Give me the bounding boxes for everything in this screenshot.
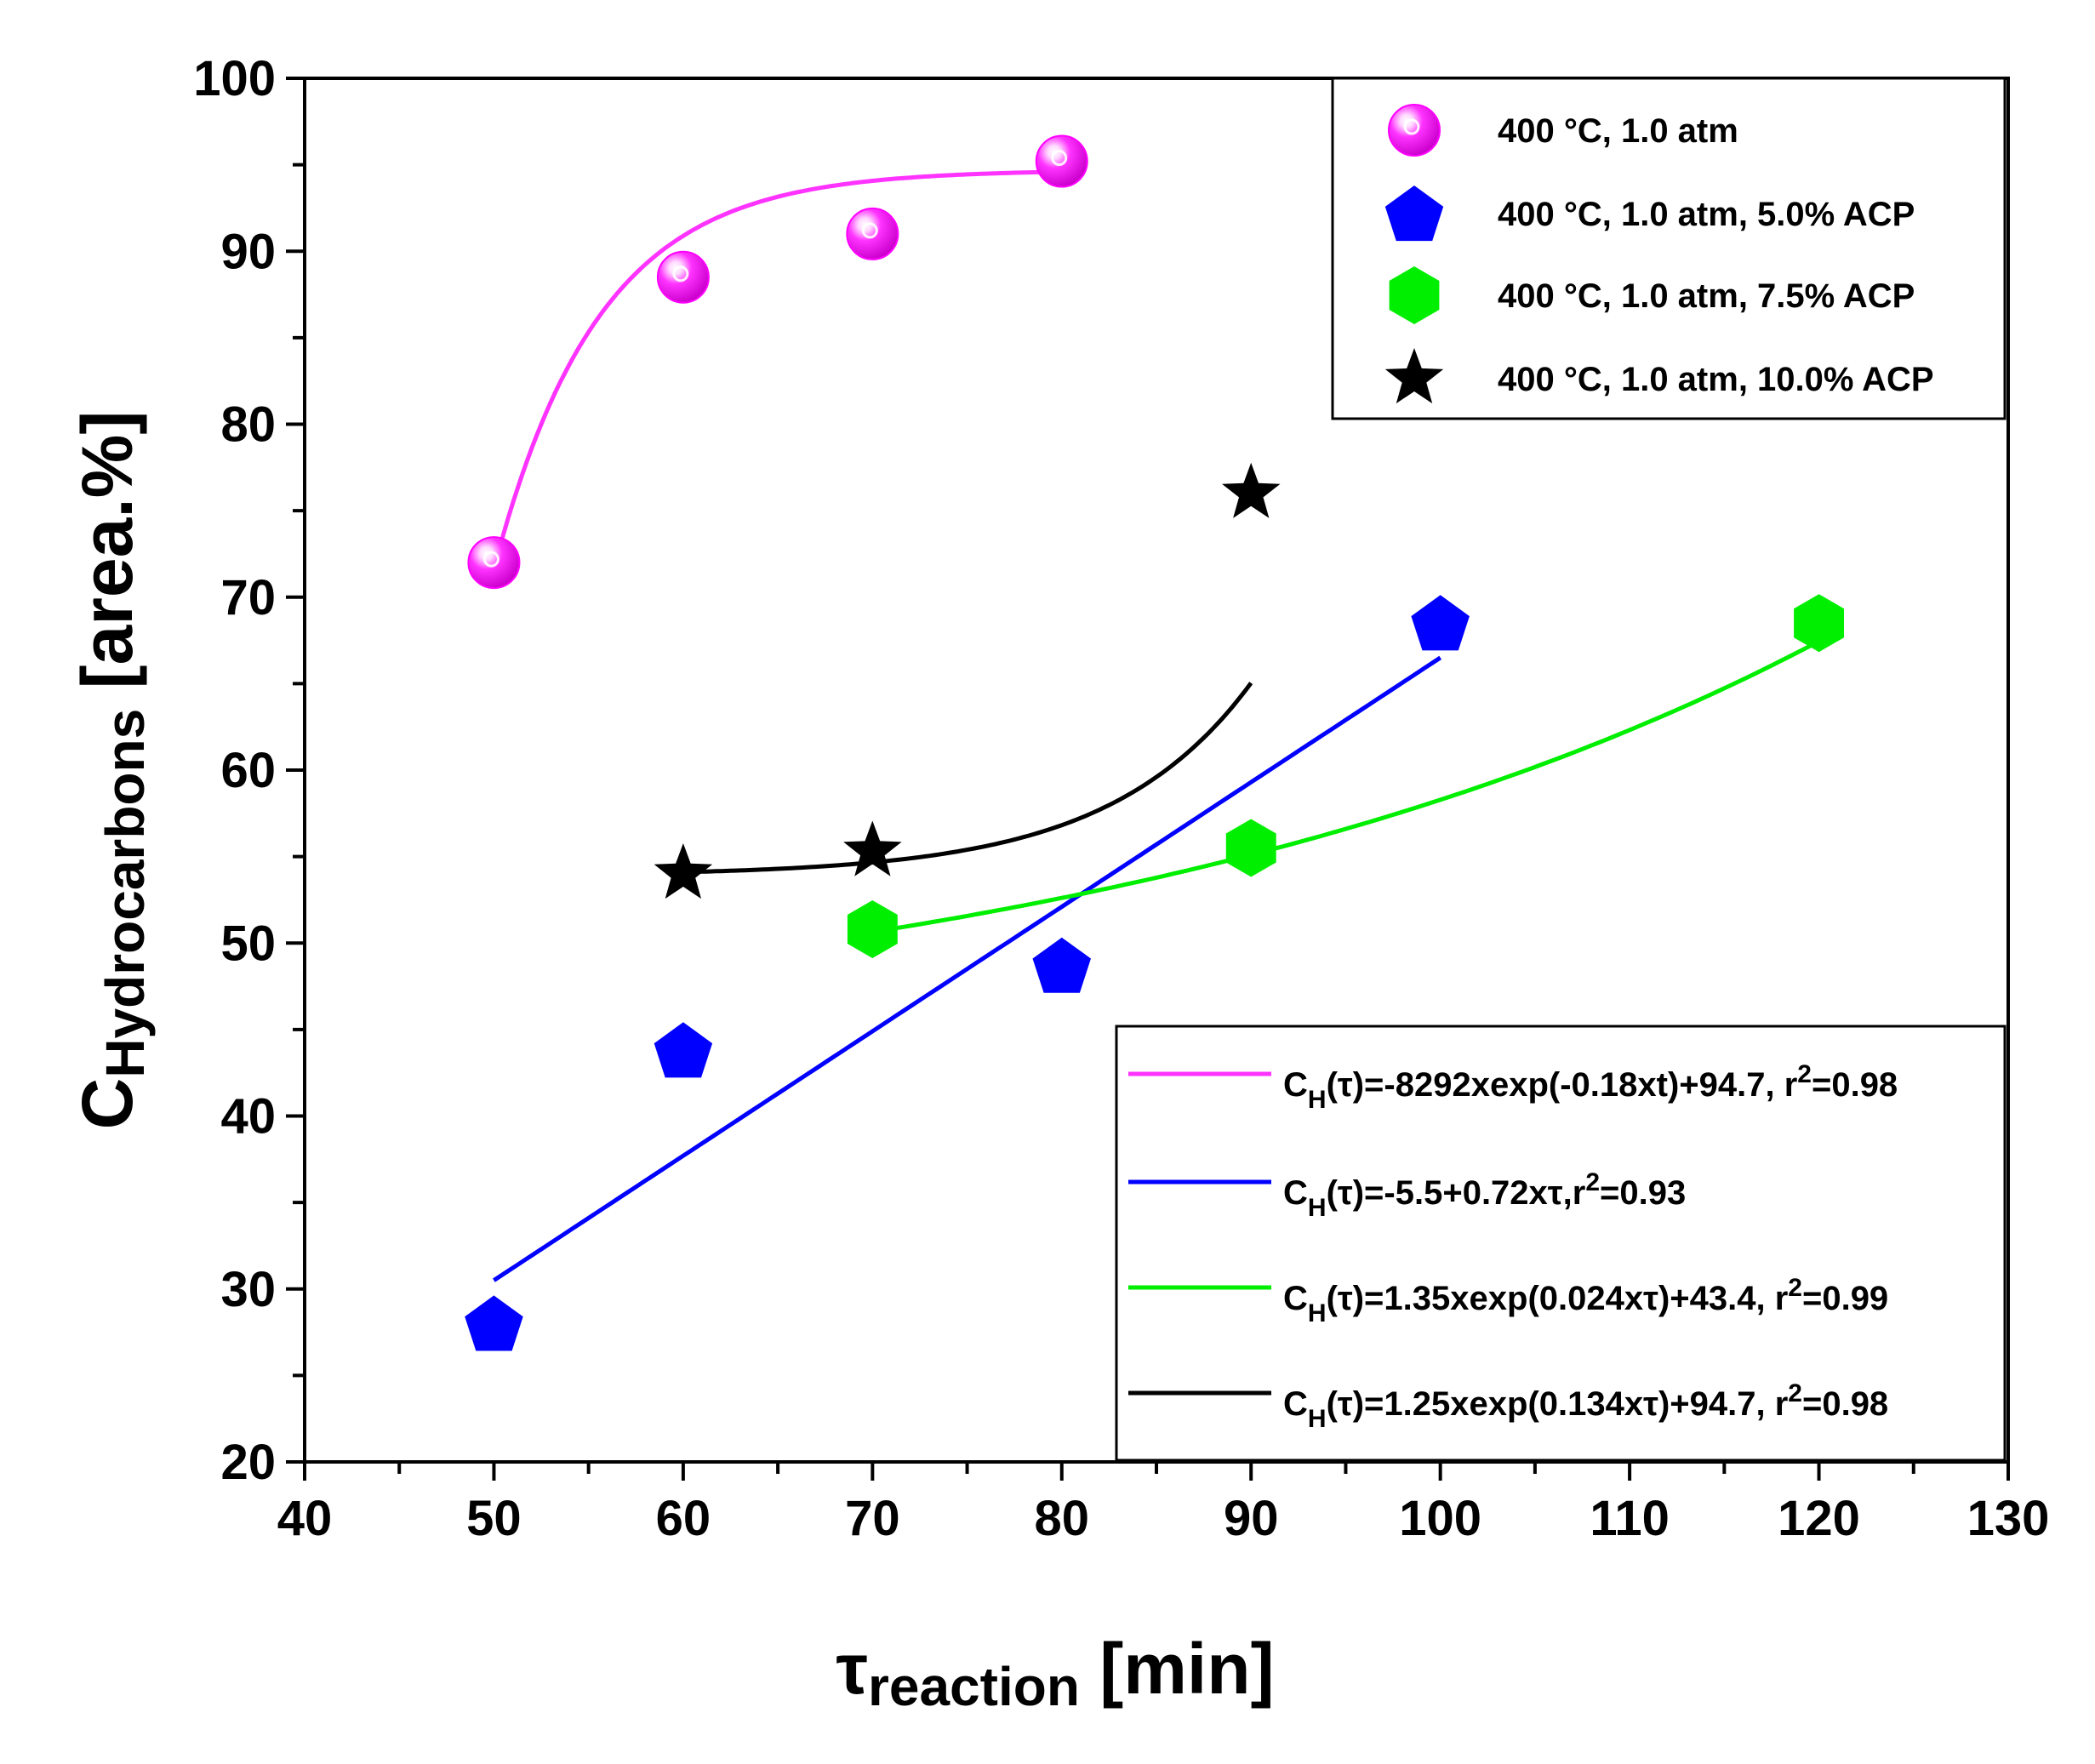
y-tick-label: 80 bbox=[220, 397, 276, 453]
y-tick-label: 40 bbox=[220, 1089, 276, 1145]
x-tick-label: 40 bbox=[277, 1491, 333, 1546]
legend-label: 400 °C, 1.0 atm, 5.0% ACP bbox=[1498, 196, 1915, 233]
equation-items: CH(τ)=-8292xexp(-0.18xt)+94.7, r2=0.98 CH… bbox=[1128, 1060, 1898, 1433]
legend-equations: CH(τ)=-8292xexp(-0.18xt)+94.7, r2=0.98 CH… bbox=[1115, 1025, 2007, 1462]
data-point-series-1 bbox=[1035, 134, 1088, 188]
y-axis-title: CHydrocarbons [area.%] bbox=[67, 411, 156, 1130]
equation-label: CH(τ)=-8292xexp(-0.18xt)+94.7, r2=0.98 bbox=[1283, 1060, 1898, 1114]
data-point-series-2 bbox=[1032, 937, 1091, 993]
equation-label: CH(τ)=-5.5+0.72xτ,r2=0.93 bbox=[1283, 1168, 1686, 1222]
fit-curve-series-4 bbox=[682, 682, 1253, 875]
y-tick-label: 60 bbox=[220, 743, 276, 798]
x-tick-label: 110 bbox=[1590, 1491, 1670, 1546]
x-tick-label: 130 bbox=[1967, 1491, 2050, 1546]
legend-markers: 400 °C, 1.0 atm 400 °C, 1.0 atm, 5.0% ACP… bbox=[1331, 77, 2007, 420]
legend-label: 400 °C, 1.0 atm, 7.5% ACP bbox=[1498, 277, 1915, 315]
y-tick-label: 90 bbox=[220, 224, 276, 279]
y-axis-unit: [area.%] bbox=[67, 411, 147, 709]
y-tick-label: 100 bbox=[193, 51, 276, 106]
fit-curve-series-2 bbox=[493, 655, 1442, 1282]
x-tick-label: 100 bbox=[1399, 1491, 1481, 1546]
x-axis-title: τreaction [min] bbox=[836, 1629, 1274, 1717]
legend-marker-1 bbox=[1388, 104, 1441, 157]
x-tick-label: 50 bbox=[466, 1491, 522, 1546]
equation-label: CH(τ)=1.25xexp(0.134xτ)+94.7, r2=0.98 bbox=[1283, 1379, 1888, 1433]
legend-marker-2 bbox=[1384, 186, 1444, 242]
x-tick-label: 90 bbox=[1224, 1491, 1279, 1546]
x-tick-label: 60 bbox=[656, 1491, 711, 1546]
data-point-series-4 bbox=[843, 820, 902, 876]
x-tick-label: 70 bbox=[845, 1491, 900, 1546]
legend-marker-3 bbox=[1389, 266, 1440, 324]
data-point-series-4 bbox=[654, 843, 713, 899]
data-point-series-1 bbox=[846, 207, 899, 260]
x-axis-symbol: τ bbox=[836, 1629, 868, 1709]
fit-curves bbox=[491, 169, 1820, 1282]
data-points bbox=[465, 134, 1844, 1351]
data-point-series-3 bbox=[1225, 819, 1276, 877]
x-axis-unit: [min] bbox=[1080, 1629, 1275, 1709]
y-tick-labels: 20 30 40 50 60 70 80 90 100 bbox=[193, 51, 276, 1490]
data-point-series-3 bbox=[847, 900, 898, 958]
y-tick-label: 30 bbox=[220, 1262, 276, 1317]
legend-marker-4 bbox=[1384, 348, 1444, 404]
plot-frame bbox=[303, 77, 2010, 1464]
y-axis-subscript: Hydrocarbons bbox=[94, 709, 156, 1078]
x-tick-labels: 40 50 60 70 80 90 100 110 120 130 bbox=[277, 1491, 2050, 1546]
y-tick-label: 70 bbox=[220, 570, 276, 625]
fit-curve-series-1 bbox=[491, 169, 1062, 569]
y-tick-label: 50 bbox=[220, 916, 276, 971]
data-point-series-2 bbox=[654, 1022, 713, 1078]
legend-markers-box bbox=[1331, 77, 2007, 420]
legend-equations-box bbox=[1115, 1025, 2007, 1462]
data-point-series-2 bbox=[465, 1295, 523, 1351]
legend-label: 400 °C, 1.0 atm bbox=[1498, 112, 1738, 150]
data-point-series-1 bbox=[467, 536, 521, 590]
y-axis-symbol: C bbox=[67, 1078, 147, 1130]
data-point-series-1 bbox=[656, 250, 710, 304]
legend-label: 400 °C, 1.0 atm, 10.0% ACP bbox=[1498, 361, 1934, 398]
x-tick-label: 120 bbox=[1778, 1491, 1860, 1546]
data-point-series-2 bbox=[1411, 595, 1470, 651]
x-tick-label: 80 bbox=[1035, 1491, 1090, 1546]
data-point-series-4 bbox=[1222, 462, 1281, 518]
axis-ticks bbox=[286, 77, 2010, 1481]
y-tick-label: 20 bbox=[220, 1435, 276, 1490]
equation-label: CH(τ)=1.35xexp(0.024xτ)+43.4, r2=0.99 bbox=[1283, 1274, 1888, 1327]
data-point-series-3 bbox=[1794, 594, 1844, 653]
legend-items: 400 °C, 1.0 atm 400 °C, 1.0 atm, 5.0% ACP… bbox=[1384, 104, 1934, 404]
x-axis-subscript: reaction bbox=[868, 1656, 1080, 1717]
fit-curve-series-3 bbox=[871, 639, 1820, 934]
